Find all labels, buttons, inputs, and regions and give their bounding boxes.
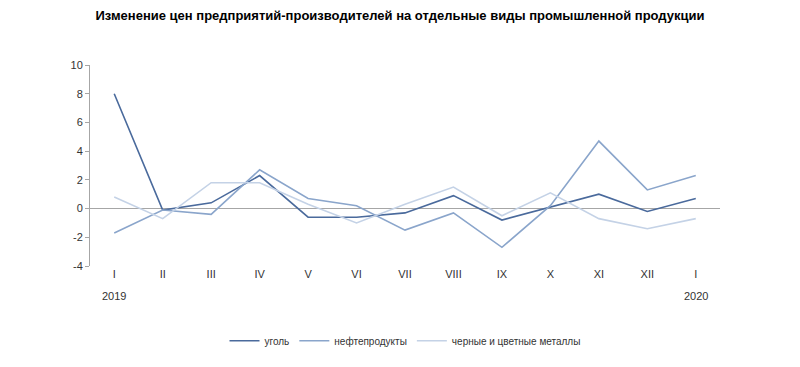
svg-text:черные и цветные металлы: черные и цветные металлы (452, 336, 581, 347)
svg-text:II: II (160, 268, 166, 280)
svg-text:2: 2 (77, 174, 83, 186)
svg-text:IX: IX (497, 268, 508, 280)
svg-text:4: 4 (77, 145, 83, 157)
svg-text:X: X (547, 268, 555, 280)
svg-text:XII: XII (641, 268, 654, 280)
svg-text:10: 10 (71, 59, 83, 71)
svg-text:VIII: VIII (445, 268, 462, 280)
svg-text:I: I (694, 268, 697, 280)
svg-text:6: 6 (77, 116, 83, 128)
svg-text:VII: VII (398, 268, 411, 280)
svg-text:I: I (113, 268, 116, 280)
svg-text:V: V (304, 268, 312, 280)
svg-text:Изменение цен предприятий-прои: Изменение цен предприятий-производителей… (96, 8, 705, 23)
svg-text:XI: XI (594, 268, 604, 280)
svg-text:III: III (207, 268, 216, 280)
svg-text:VI: VI (351, 268, 361, 280)
svg-text:8: 8 (77, 88, 83, 100)
svg-text:2020: 2020 (684, 290, 708, 302)
svg-text:0: 0 (77, 202, 83, 214)
svg-text:IV: IV (254, 268, 265, 280)
svg-text:-2: -2 (73, 231, 83, 243)
svg-text:-4: -4 (73, 260, 83, 272)
svg-text:уголь: уголь (265, 336, 290, 347)
svg-text:нефтепродукты: нефтепродукты (334, 336, 407, 347)
svg-text:2019: 2019 (102, 290, 126, 302)
